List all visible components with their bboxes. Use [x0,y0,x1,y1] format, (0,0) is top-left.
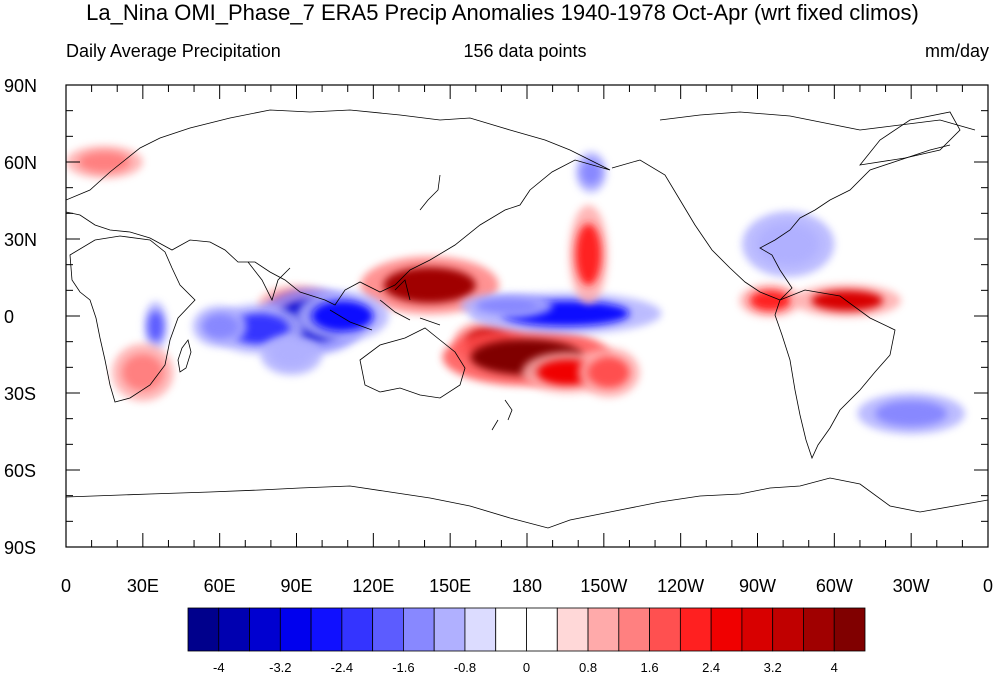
lat-label: 0 [4,307,14,327]
colorbar-swatch [526,607,558,652]
lat-label: 90N [4,76,37,96]
lat-label: 30N [4,230,37,250]
colorbar-swatch [403,607,435,652]
anomaly-core [575,223,602,286]
colorbar-swatch [618,607,650,652]
coastline-north-america-arctic [659,111,976,131]
anomaly-field [66,145,965,435]
colorbar-labels: -4 -3.2 -2.4 -1.6 -0.8 0 0.8 1.6 2.4 3.2 4 [213,660,838,675]
lat-label: 30S [4,384,36,404]
colorbar-swatch [433,607,466,652]
anomaly-core [122,354,164,391]
colorbar-swatch [341,607,374,652]
anomaly-core [383,267,476,304]
coastline-india [247,261,291,302]
coastline-madagascar [177,339,192,373]
coastline-eurasia [66,109,611,306]
anomaly-core [757,223,819,265]
colorbar-swatch [279,607,312,652]
colorbar-swatch [372,607,404,652]
anomaly-core [580,159,602,186]
coastline-new-zealand [491,399,513,431]
coastline-north-america [611,144,951,301]
anomaly-core [78,151,131,173]
longitude-labels: 0 30E 60E 90E 120E 150E 180 150W 120W 90W 60W 30W 0 [61,576,993,596]
colorbar-swatch [803,607,835,652]
colorbar-label: -2.4 [331,660,353,675]
lon-label: 30E [127,576,159,596]
colorbar-label: 0.8 [579,660,597,675]
coastline-south-america [774,289,896,460]
colorbar-swatch [464,607,497,652]
colorbar-swatch [741,607,774,652]
lon-label: 0 [983,576,993,596]
anomaly-core [749,290,791,311]
lon-label: 60E [204,576,236,596]
colorbar-label: 0 [523,660,530,675]
colorbar-swatch [310,607,343,652]
lon-label: 90E [280,576,312,596]
coastline-japan [419,174,441,211]
colorbar-label: -1.6 [392,660,414,675]
lon-label: 150E [429,576,471,596]
colorbar-swatch [710,607,743,652]
colorbar-swatch [556,607,589,652]
colorbar-label: 1.6 [641,660,659,675]
colorbar-label: 4 [831,660,838,675]
colorbar-swatch [833,607,866,652]
axis-ticks [65,84,989,548]
colorbar-swatch [249,607,281,652]
anomaly-core [475,298,538,314]
anomaly-core [270,341,312,368]
colorbar-label: -4 [213,660,225,675]
lon-label: 30W [893,576,930,596]
colorbar-label: -0.8 [454,660,476,675]
lon-label: 0 [61,576,71,596]
colorbar-swatch [187,607,220,652]
plot-title: La_Nina OMI_Phase_7 ERA5 Precip Anomalie… [86,0,919,25]
anomaly-core [811,290,883,311]
coastline-greenland [859,111,961,166]
lat-label: 60S [4,461,36,481]
subtitle-right: mm/day [924,41,989,61]
anomaly-core [588,357,630,388]
colorbar-swatch [495,607,527,652]
colorbar [187,607,866,652]
colorbar-label: -3.2 [269,660,291,675]
lon-label: 180 [512,576,542,596]
coastline-antarctica [66,477,988,529]
colorbar-swatch [679,607,712,652]
colorbar-label: 3.2 [764,660,782,675]
subtitle-left: Daily Average Precipitation [66,41,281,61]
colorbar-swatch [218,607,250,652]
colorbar-swatch [649,607,681,652]
lon-label: 120E [352,576,394,596]
latitude-labels: 90N 60N 30N 0 30S 60S 90S [4,76,37,558]
lat-label: 90S [4,538,36,558]
anomaly-core [311,300,374,332]
coastline-indonesia [329,279,441,331]
lon-label: 90W [739,576,776,596]
subtitle-center: 156 data points [463,41,587,61]
colorbar-swatch [772,607,804,652]
colorbar-swatch [587,607,620,652]
lon-label: 60W [816,576,853,596]
anomaly-core [875,400,948,427]
anomaly-core [147,310,164,342]
lon-label: 150W [580,576,627,596]
anomaly-core [201,313,238,340]
coastline-australia [359,327,466,399]
lat-label: 60N [4,153,37,173]
coastlines [66,109,988,529]
lon-label: 120W [657,576,704,596]
colorbar-label: 2.4 [702,660,720,675]
coastline-africa [69,235,196,403]
